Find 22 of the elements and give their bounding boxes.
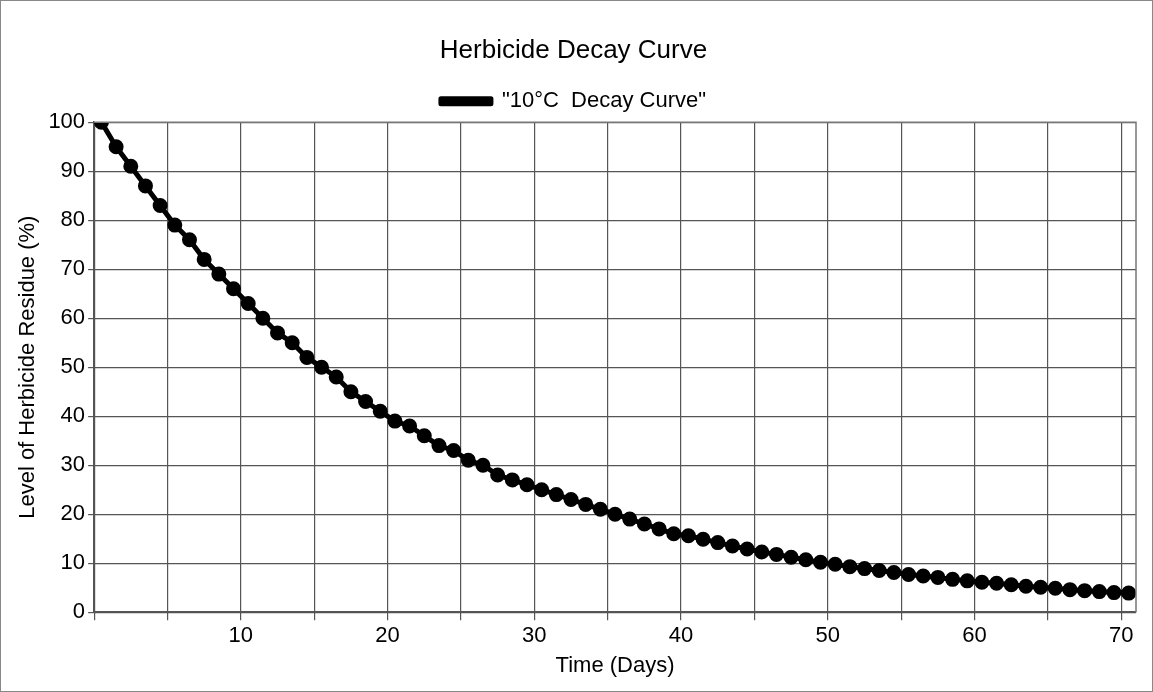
chart-title: Herbicide Decay Curve — [439, 33, 708, 64]
y-tick-label: 70 — [60, 255, 86, 281]
y-axis-title: Level of Herbicide Residue (%) — [14, 215, 40, 519]
y-tick-label: 40 — [60, 402, 86, 428]
x-axis-title: Time (Days) — [555, 651, 675, 677]
y-tick-label: 0 — [72, 598, 86, 624]
y-tick-label: 100 — [48, 108, 86, 134]
x-tick-label: 40 — [668, 622, 694, 648]
y-tick-label: 20 — [60, 500, 86, 526]
y-tick-label: 50 — [60, 353, 86, 379]
y-tick-label: 60 — [60, 304, 86, 330]
x-tick-label: 60 — [962, 622, 987, 648]
x-tick-label: 10 — [228, 622, 254, 648]
legend-label: "10°C Decay Curve" — [501, 87, 707, 113]
x-tick-label: 30 — [522, 622, 547, 648]
x-tick-label: 50 — [815, 622, 841, 648]
x-tick-label: 20 — [375, 622, 400, 648]
x-tick-label: 70 — [1109, 622, 1134, 648]
y-tick-label: 30 — [60, 451, 86, 477]
y-tick-label: 90 — [60, 157, 86, 183]
y-tick-label: 10 — [60, 549, 86, 575]
y-tick-label: 80 — [60, 206, 86, 232]
